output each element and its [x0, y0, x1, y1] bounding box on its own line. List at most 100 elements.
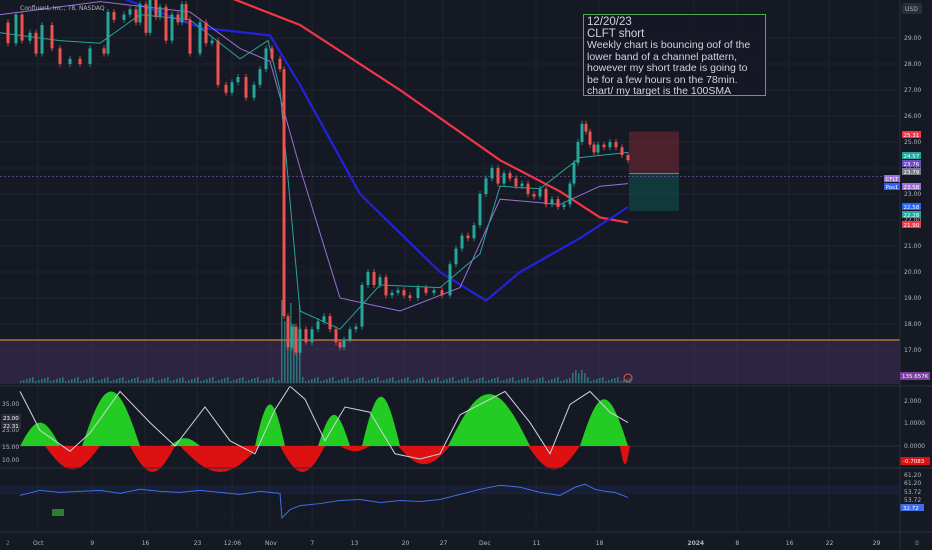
volume-bar	[170, 381, 172, 383]
osc-positive-area	[170, 438, 200, 446]
volume-bar	[332, 377, 334, 383]
volume-bar	[554, 378, 556, 383]
volume-bar	[455, 381, 457, 383]
candle-body	[466, 235, 470, 239]
volume-bar	[212, 377, 214, 383]
osc-negative-area	[180, 446, 260, 472]
volume-bar	[512, 377, 514, 383]
candle-body	[310, 329, 314, 343]
time-tick-label: 13	[351, 540, 359, 547]
candle-body	[148, 0, 152, 33]
volume-bar	[167, 377, 169, 383]
candle-body	[216, 40, 220, 85]
price-tag-bg	[884, 175, 900, 182]
volume-bar	[488, 380, 490, 383]
candle-body	[106, 12, 110, 54]
volume-bar	[620, 381, 622, 383]
volume-bar	[419, 378, 421, 383]
candle-body	[620, 147, 624, 155]
sma-red-line	[232, 0, 629, 224]
time-tick-label: 18	[596, 540, 604, 547]
candle-body	[572, 162, 576, 184]
volume-bar	[578, 373, 580, 383]
osc-signal-line	[19, 385, 629, 460]
trade-note[interactable]: 12/20/23 CLFT short Weekly chart is boun…	[583, 14, 766, 97]
volume-bar	[449, 378, 451, 383]
volume-bar	[230, 381, 232, 383]
volume-bar	[362, 377, 364, 383]
osc-right-tick: 2.000	[904, 398, 921, 405]
candle-body	[592, 144, 596, 153]
volume-bar	[203, 380, 205, 383]
volume-bar	[179, 378, 181, 383]
volume-bar	[263, 380, 265, 383]
time-tick-label: 12:06	[224, 540, 241, 547]
volume-bar	[320, 381, 322, 383]
volume-bar	[626, 379, 628, 383]
candle-body	[316, 321, 320, 330]
ema-purple-line	[0, 1, 629, 312]
volume-bar	[215, 381, 217, 383]
volume-bar	[440, 381, 442, 383]
candle-body	[514, 178, 518, 187]
rsi-right-tick: 53.72	[904, 497, 921, 504]
volume-bar	[161, 379, 163, 383]
candle-body	[490, 168, 494, 179]
osc-right-tick: 1.0000	[904, 420, 925, 427]
osc-negative-area	[528, 446, 580, 470]
volume-bar	[371, 379, 373, 383]
volume-bar	[53, 380, 55, 383]
price-tag-label: 25.31	[904, 133, 920, 139]
volume-bar	[614, 378, 616, 383]
volume-bar	[131, 379, 133, 383]
candle-body	[264, 48, 268, 70]
volume-bar	[461, 379, 463, 383]
volume-bar	[353, 380, 355, 383]
candle-body	[88, 48, 92, 64]
price-tag-label: Pos1	[886, 185, 899, 191]
volume-bar	[146, 379, 148, 383]
currency-badge[interactable]: USD	[902, 3, 922, 14]
volume-bar	[467, 377, 469, 383]
price-tick-label: 21.00	[904, 243, 921, 250]
volume-bar	[434, 378, 436, 383]
candle-body	[408, 295, 412, 298]
volume-bar	[251, 379, 253, 383]
time-tick-label: 7	[310, 540, 314, 547]
osc-right-tag: -0.7083	[903, 459, 925, 465]
short-position-box[interactable]	[0, 131, 900, 211]
volume-bar	[470, 381, 472, 383]
price-tick-label: 18.00	[904, 321, 921, 328]
volume-bar	[425, 381, 427, 383]
osc-left-tick: 15.00	[2, 444, 19, 451]
volume-bar	[503, 380, 505, 383]
volume-bar	[533, 380, 535, 383]
volume-bar	[473, 380, 475, 383]
volume-bar	[323, 380, 325, 383]
rsi-right-tag: 32.72	[903, 506, 919, 512]
candle-body	[562, 204, 566, 207]
candle-body	[244, 77, 248, 98]
volume-bar	[95, 381, 97, 383]
volume-bar	[128, 380, 130, 383]
volume-bar	[545, 381, 547, 383]
candle-body	[596, 144, 600, 153]
volume-bar	[551, 379, 553, 383]
volume-bar	[47, 377, 49, 383]
volume-bar	[485, 381, 487, 383]
candle-body	[460, 235, 464, 249]
price-tick-label: 26.00	[904, 113, 921, 120]
alert-icon[interactable]	[623, 373, 633, 383]
osc-negative-area	[620, 446, 630, 465]
volume-bar	[44, 378, 46, 383]
candle-body	[224, 84, 228, 93]
candle-body	[348, 329, 352, 340]
time-tick-label: 29	[873, 540, 881, 547]
volume-bar	[293, 324, 295, 383]
price-axis[interactable]: 29.0028.0027.0026.0025.0024.0023.0022.00…	[904, 35, 921, 354]
time-axis[interactable]: Oct 9 16 23 12:06 Nov 7 13 20 27 Dec 11 18 2024 8 16 22 2…	[33, 540, 880, 547]
volume-bar	[113, 380, 115, 383]
volume-bar	[380, 381, 382, 383]
symbol-label[interactable]: Confluent, Inc., 78, NASDAQ	[20, 5, 105, 12]
candle-body	[576, 142, 580, 163]
